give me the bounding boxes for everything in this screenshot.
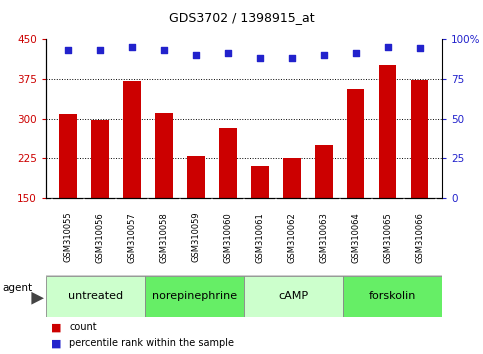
Text: GSM310059: GSM310059 [191,212,200,263]
Text: GSM310055: GSM310055 [64,212,73,263]
Bar [379,65,397,198]
Bar [244,276,343,317]
Text: GSM310065: GSM310065 [383,212,392,263]
Text: GSM310063: GSM310063 [319,212,328,263]
Text: cAMP: cAMP [278,291,309,302]
Text: GSM310056: GSM310056 [96,212,105,263]
Text: GSM310066: GSM310066 [415,212,424,263]
Text: untreated: untreated [68,291,123,302]
Text: ■: ■ [51,322,61,332]
Point [64,47,72,53]
Text: agent: agent [2,282,32,293]
Bar [315,145,333,198]
Text: GDS3702 / 1398915_at: GDS3702 / 1398915_at [169,11,314,24]
Bar [411,80,428,198]
Point [352,51,359,56]
Text: GSM310060: GSM310060 [224,212,232,263]
Text: norepinephrine: norepinephrine [152,291,237,302]
Text: GSM310061: GSM310061 [256,212,264,263]
Bar [59,114,77,198]
Point [416,46,424,51]
Text: ■: ■ [51,338,61,348]
Bar [145,276,244,317]
Point [288,55,296,61]
Text: GSM310062: GSM310062 [287,212,297,263]
Text: forskolin: forskolin [369,291,416,302]
Bar [347,89,365,198]
Bar [187,156,205,198]
Point [128,44,136,50]
Bar [155,113,173,198]
Point [96,47,104,53]
Bar [91,120,109,198]
Bar [283,158,300,198]
Bar [251,166,269,198]
Point [192,52,200,58]
Text: count: count [69,322,97,332]
Point [224,51,232,56]
Text: GSM310058: GSM310058 [159,212,169,263]
Text: GSM310057: GSM310057 [128,212,137,263]
Bar [123,81,141,198]
Bar [343,276,442,317]
Point [160,47,168,53]
Polygon shape [31,292,44,304]
Point [320,52,327,58]
Point [256,55,264,61]
Point [384,44,392,50]
Text: percentile rank within the sample: percentile rank within the sample [69,338,234,348]
Bar [46,276,145,317]
Text: GSM310064: GSM310064 [351,212,360,263]
Bar [219,128,237,198]
